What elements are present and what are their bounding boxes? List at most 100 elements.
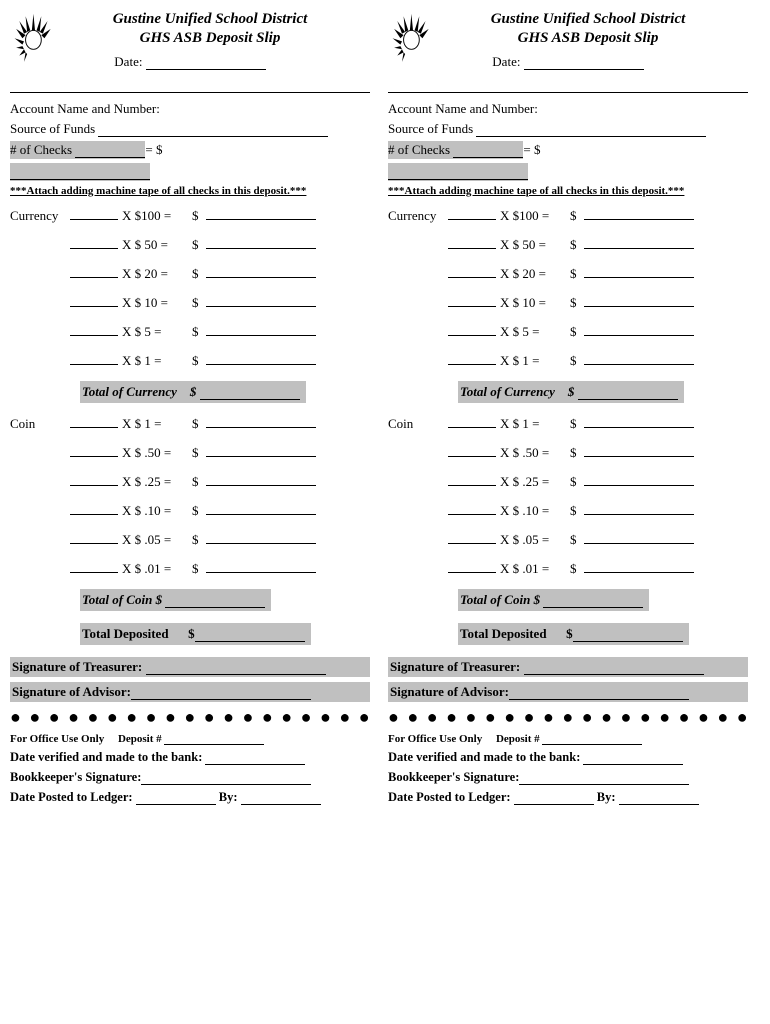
coin-amt-50[interactable] <box>206 444 316 457</box>
total-deposited-field[interactable] <box>573 629 683 642</box>
deposit-num-field[interactable] <box>542 732 642 745</box>
checks-label: # of Checks <box>388 141 523 159</box>
date-posted-label: Date Posted to Ledger: <box>10 790 133 804</box>
date-verified-label: Date verified and made to the bank: <box>388 750 580 764</box>
coin-qty-05[interactable] <box>448 531 496 544</box>
sig-advisor-field[interactable] <box>509 687 689 700</box>
checks-amount-field[interactable] <box>388 167 528 180</box>
currency-amt-100[interactable] <box>206 207 316 220</box>
sig-treasurer-field[interactable] <box>146 662 326 675</box>
coin-amt-05[interactable] <box>584 531 694 544</box>
coin-qty-05[interactable] <box>70 531 118 544</box>
date-field[interactable] <box>524 57 644 70</box>
total-currency-label: Total of Currency $ <box>458 381 684 403</box>
title-line1: Gustine Unified School District <box>50 10 370 29</box>
total-deposited-label: Total Deposited $ <box>458 623 689 645</box>
sig-treasurer-field[interactable] <box>524 662 704 675</box>
deposit-num-label: Deposit # <box>496 733 540 745</box>
coin-amt-1[interactable] <box>206 415 316 428</box>
currency-denom: X $100 = <box>496 208 570 224</box>
separator-dots: ● ● ● ● ● ● ● ● ● ● ● ● ● ● ● ● ● ● ● ● … <box>388 707 748 728</box>
currency-amt-5[interactable] <box>584 323 694 336</box>
currency-qty-1[interactable] <box>448 352 496 365</box>
currency-amt-50[interactable] <box>584 236 694 249</box>
deposit-num-field[interactable] <box>164 732 264 745</box>
currency-amt-1[interactable] <box>206 352 316 365</box>
coin-amt-05[interactable] <box>206 531 316 544</box>
currency-amt-20[interactable] <box>584 265 694 278</box>
sig-advisor-label: Signature of Advisor: <box>12 684 131 699</box>
currency-qty-10[interactable] <box>70 294 118 307</box>
source-field[interactable] <box>476 124 706 137</box>
date-label: Date: <box>114 54 142 69</box>
currency-amt-10[interactable] <box>206 294 316 307</box>
currency-qty-50[interactable] <box>448 236 496 249</box>
coin-amt-01[interactable] <box>584 560 694 573</box>
currency-qty-10[interactable] <box>448 294 496 307</box>
separator-dots: ● ● ● ● ● ● ● ● ● ● ● ● ● ● ● ● ● ● ● ● … <box>10 707 370 728</box>
coin-amt-10[interactable] <box>584 502 694 515</box>
sig-advisor-field[interactable] <box>131 687 311 700</box>
checks-count-field[interactable] <box>75 145 145 158</box>
by-label: By: <box>219 790 238 804</box>
checks-count-field[interactable] <box>453 145 523 158</box>
total-currency-field[interactable] <box>578 387 678 400</box>
currency-amt-100[interactable] <box>584 207 694 220</box>
currency-qty-100[interactable] <box>70 207 118 220</box>
coin-amt-50[interactable] <box>584 444 694 457</box>
coin-qty-50[interactable] <box>448 444 496 457</box>
currency-denom: X $100 = <box>118 208 192 224</box>
coin-qty-01[interactable] <box>448 560 496 573</box>
coin-amt-25[interactable] <box>584 473 694 486</box>
by-field[interactable] <box>241 792 321 805</box>
date-field[interactable] <box>146 57 266 70</box>
date-posted-field[interactable] <box>136 792 216 805</box>
currency-qty-5[interactable] <box>448 323 496 336</box>
coin-qty-1[interactable] <box>70 415 118 428</box>
coin-qty-1[interactable] <box>448 415 496 428</box>
currency-qty-20[interactable] <box>70 265 118 278</box>
currency-qty-20[interactable] <box>448 265 496 278</box>
header-divider <box>10 78 370 93</box>
source-field[interactable] <box>98 124 328 137</box>
sig-treasurer-label: Signature of Treasurer: <box>390 659 520 674</box>
bookkeeper-sig-label: Bookkeeper's Signature: <box>388 770 519 784</box>
coin-qty-50[interactable] <box>70 444 118 457</box>
total-deposited-field[interactable] <box>195 629 305 642</box>
coin-amt-10[interactable] <box>206 502 316 515</box>
deposit-slip-right: Gustine Unified School District GHS ASB … <box>388 10 748 810</box>
by-field[interactable] <box>619 792 699 805</box>
coin-amt-1[interactable] <box>584 415 694 428</box>
currency-qty-100[interactable] <box>448 207 496 220</box>
currency-amt-1[interactable] <box>584 352 694 365</box>
coin-amt-01[interactable] <box>206 560 316 573</box>
coin-qty-01[interactable] <box>70 560 118 573</box>
currency-qty-1[interactable] <box>70 352 118 365</box>
account-label: Account Name and Number: <box>388 101 748 117</box>
currency-amt-50[interactable] <box>206 236 316 249</box>
coin-amt-25[interactable] <box>206 473 316 486</box>
coin-qty-25[interactable] <box>70 473 118 486</box>
currency-label: Currency <box>10 208 70 224</box>
coin-qty-10[interactable] <box>70 502 118 515</box>
currency-qty-50[interactable] <box>70 236 118 249</box>
currency-amt-10[interactable] <box>584 294 694 307</box>
currency-amt-5[interactable] <box>206 323 316 336</box>
coin-qty-25[interactable] <box>448 473 496 486</box>
total-coin-field[interactable] <box>543 595 643 608</box>
date-verified-field[interactable] <box>583 752 683 765</box>
currency-label: Currency <box>388 208 448 224</box>
currency-amt-20[interactable] <box>206 265 316 278</box>
office-only-label: For Office Use Only <box>388 733 482 745</box>
coin-qty-10[interactable] <box>448 502 496 515</box>
attach-note: ***Attach adding machine tape of all che… <box>10 185 370 197</box>
currency-qty-5[interactable] <box>70 323 118 336</box>
title-line1: Gustine Unified School District <box>428 10 748 29</box>
checks-amount-field[interactable] <box>10 167 150 180</box>
date-verified-field[interactable] <box>205 752 305 765</box>
date-posted-field[interactable] <box>514 792 594 805</box>
bookkeeper-sig-field[interactable] <box>141 772 311 785</box>
total-coin-field[interactable] <box>165 595 265 608</box>
bookkeeper-sig-field[interactable] <box>519 772 689 785</box>
total-currency-field[interactable] <box>200 387 300 400</box>
